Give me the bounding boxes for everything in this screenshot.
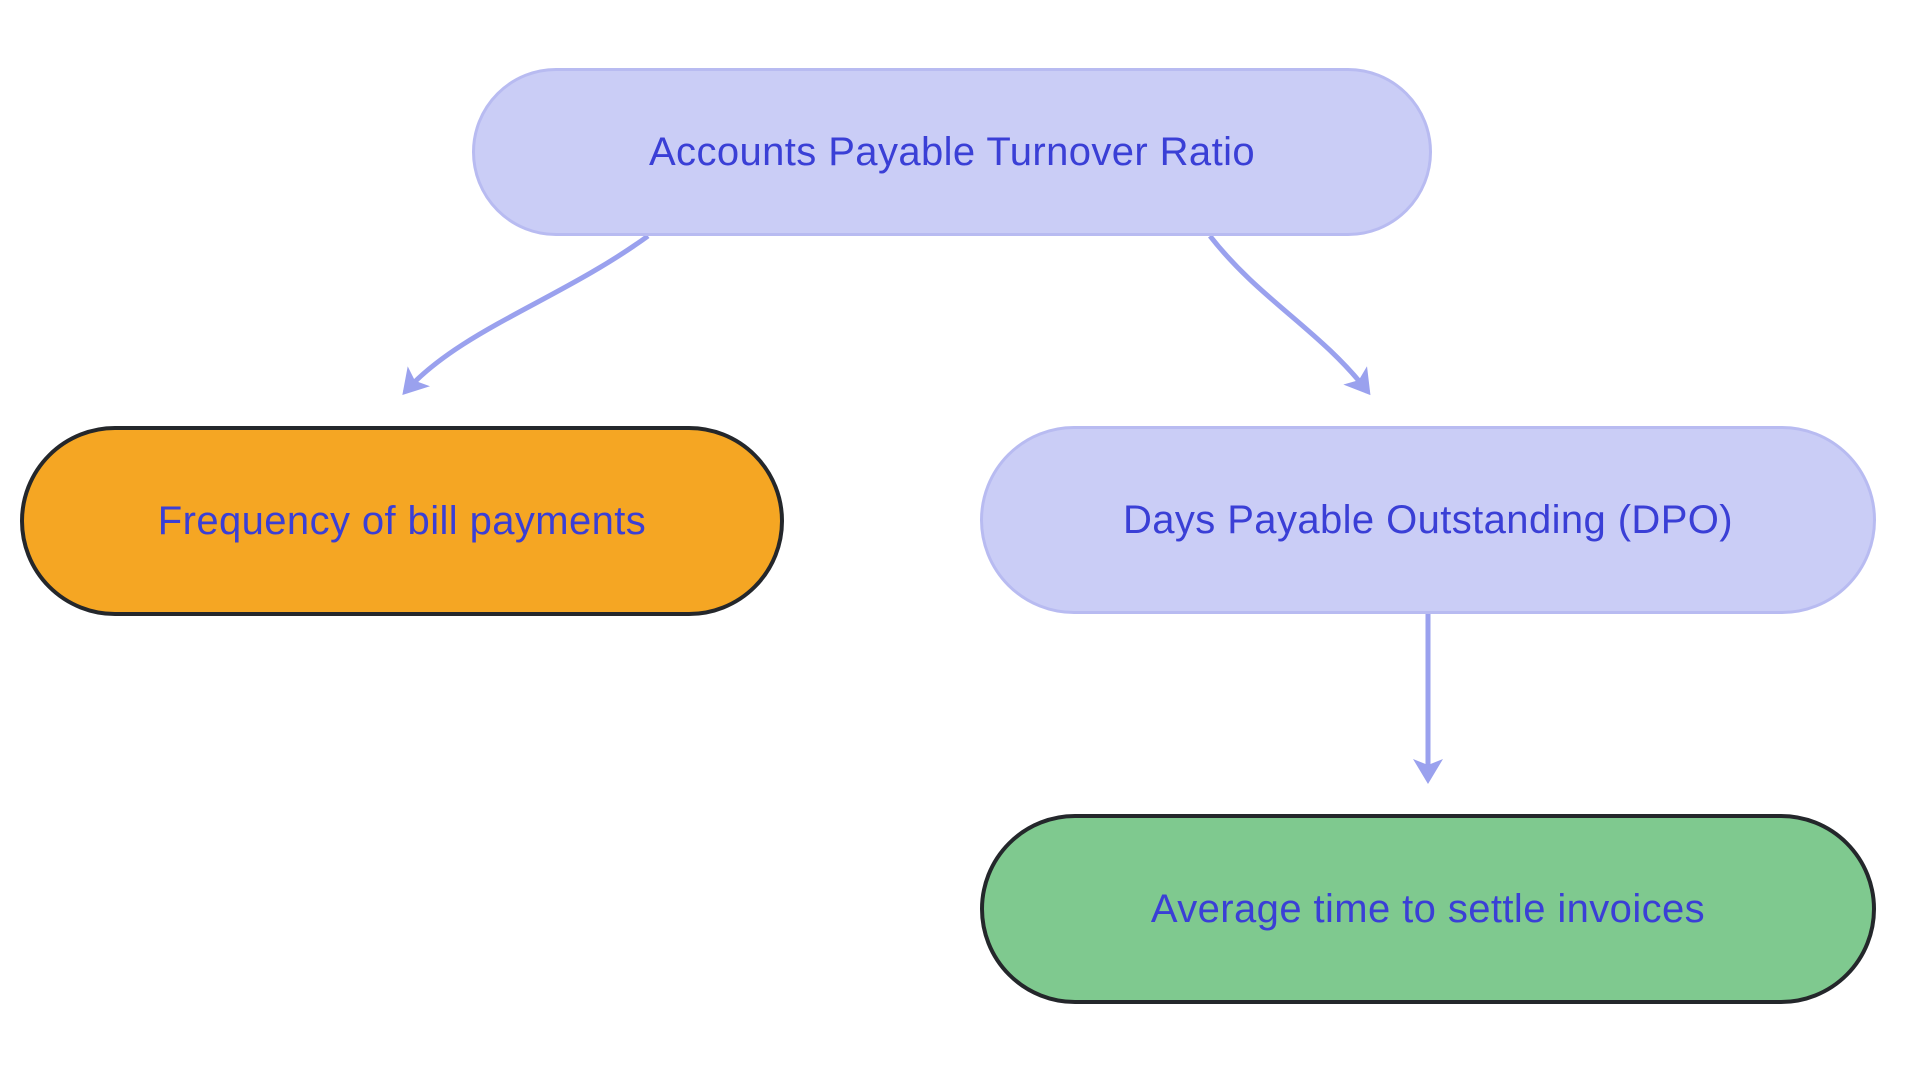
node-avg: Average time to settle invoices [980, 814, 1876, 1004]
node-root: Accounts Payable Turnover Ratio [472, 68, 1432, 236]
node-freq: Frequency of bill payments [20, 426, 784, 616]
edge-root-dpo [1210, 236, 1368, 392]
node-dpo: Days Payable Outstanding (DPO) [980, 426, 1876, 614]
edge-root-freq [405, 236, 648, 392]
node-avg-label: Average time to settle invoices [1151, 887, 1705, 932]
diagram-canvas: Accounts Payable Turnover Ratio Frequency… [0, 0, 1920, 1080]
node-root-label: Accounts Payable Turnover Ratio [649, 130, 1255, 175]
node-freq-label: Frequency of bill payments [158, 499, 646, 544]
node-dpo-label: Days Payable Outstanding (DPO) [1123, 498, 1733, 543]
